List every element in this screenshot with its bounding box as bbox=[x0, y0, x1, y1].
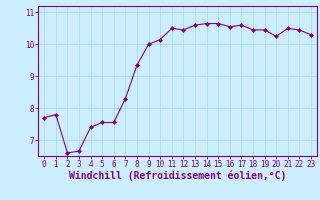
X-axis label: Windchill (Refroidissement éolien,°C): Windchill (Refroidissement éolien,°C) bbox=[69, 171, 286, 181]
